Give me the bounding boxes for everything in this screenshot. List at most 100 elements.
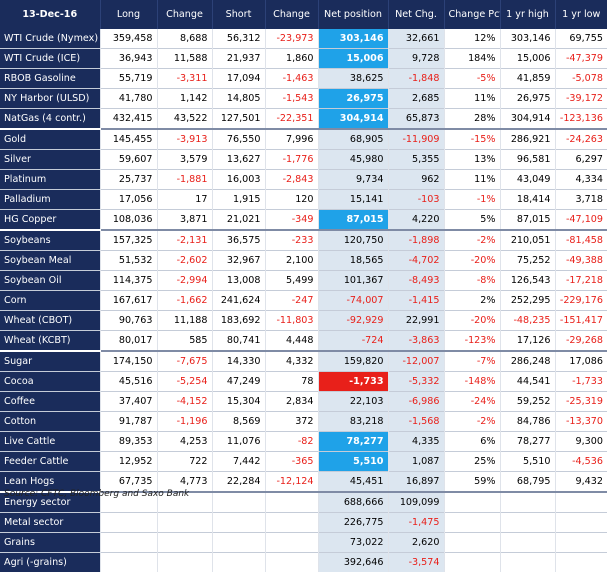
table-cell: 11,188 xyxy=(157,311,212,331)
table-cell xyxy=(444,553,500,572)
row-label: Gold xyxy=(0,129,100,150)
table-cell: -151,417 xyxy=(555,311,607,331)
table-cell: -47,109 xyxy=(555,210,607,231)
row-label: WTI Crude (Nymex) xyxy=(0,29,100,49)
table-cell: 90,763 xyxy=(100,311,157,331)
table-cell: 2,620 xyxy=(388,533,444,553)
table-cell: -3,574 xyxy=(388,553,444,572)
table-cell xyxy=(212,533,265,553)
row-label: NatGas (4 contr.) xyxy=(0,109,100,130)
table-cell: 83,218 xyxy=(318,412,388,432)
table-cell: 47,249 xyxy=(212,372,265,392)
column-header-long-change: Change xyxy=(157,0,212,29)
table-cell: 69,755 xyxy=(555,29,607,49)
table-cell: 1,087 xyxy=(388,452,444,472)
column-header-1yr-low: 1 yr low xyxy=(555,0,607,29)
table-cell: -3,311 xyxy=(157,69,212,89)
table-cell: 59,607 xyxy=(100,150,157,170)
table-cell: 51,532 xyxy=(100,251,157,271)
table-cell: 80,741 xyxy=(212,331,265,352)
table-cell: -47,379 xyxy=(555,49,607,69)
table-cell: -49,388 xyxy=(555,251,607,271)
table-cell: -74,007 xyxy=(318,291,388,311)
table-cell: -5% xyxy=(444,69,500,89)
table-cell: 15,141 xyxy=(318,190,388,210)
table-cell xyxy=(500,513,555,533)
table-cell: 4,335 xyxy=(388,432,444,452)
table-cell: 78,277 xyxy=(500,432,555,452)
table-cell: -2,843 xyxy=(265,170,318,190)
table-cell: 184% xyxy=(444,49,500,69)
table-cell: 18,414 xyxy=(500,190,555,210)
table-cell: 32,967 xyxy=(212,251,265,271)
table-cell: 303,146 xyxy=(318,29,388,49)
row-label: Cocoa xyxy=(0,372,100,392)
table-cell: -247 xyxy=(265,291,318,311)
table-cell xyxy=(444,492,500,513)
table-cell: -7% xyxy=(444,351,500,372)
table-cell: -5,332 xyxy=(388,372,444,392)
header-row: 13-Dec-16 Long Change Short Change Net p… xyxy=(0,0,607,29)
table-cell: 21,021 xyxy=(212,210,265,231)
table-cell: 252,295 xyxy=(500,291,555,311)
table-cell: 45,980 xyxy=(318,150,388,170)
table-cell: 167,617 xyxy=(100,291,157,311)
table-cell: 96,581 xyxy=(500,150,555,170)
table-cell xyxy=(100,513,157,533)
table-cell: 17,094 xyxy=(212,69,265,89)
row-label: RBOB Gasoline xyxy=(0,69,100,89)
table-cell: 5% xyxy=(444,210,500,231)
table-cell: 5,499 xyxy=(265,271,318,291)
table-cell: 87,015 xyxy=(318,210,388,231)
table-cell: -3,913 xyxy=(157,129,212,150)
table-cell: 17,086 xyxy=(555,351,607,372)
table-cell: 6% xyxy=(444,432,500,452)
table-cell: -24,263 xyxy=(555,129,607,150)
row-label: Wheat (CBOT) xyxy=(0,311,100,331)
row-label: Feeder Cattle xyxy=(0,452,100,472)
table-cell: 157,325 xyxy=(100,230,157,251)
table-cell: -4,536 xyxy=(555,452,607,472)
table-cell: 36,943 xyxy=(100,49,157,69)
table-cell: 2,685 xyxy=(388,89,444,109)
table-cell: 22,991 xyxy=(388,311,444,331)
table-cell: 432,415 xyxy=(100,109,157,130)
table-cell: 11,588 xyxy=(157,49,212,69)
table-cell: 4,334 xyxy=(555,170,607,190)
row-label: Soybeans xyxy=(0,230,100,251)
row-label: Soybean Meal xyxy=(0,251,100,271)
table-cell: 32,661 xyxy=(388,29,444,49)
table-cell: 1,860 xyxy=(265,49,318,69)
table-cell: -20% xyxy=(444,251,500,271)
table-cell: 1,142 xyxy=(157,89,212,109)
table-cell: 25% xyxy=(444,452,500,472)
table-cell: -233 xyxy=(265,230,318,251)
row-label: Live Cattle xyxy=(0,432,100,452)
table-cell: -1,733 xyxy=(555,372,607,392)
table-cell: 18,565 xyxy=(318,251,388,271)
table-cell: 5,510 xyxy=(500,452,555,472)
table-cell: -229,176 xyxy=(555,291,607,311)
table-cell: -2,131 xyxy=(157,230,212,251)
table-cell: 286,248 xyxy=(500,351,555,372)
row-label: Corn xyxy=(0,291,100,311)
table-cell: 392,646 xyxy=(318,553,388,572)
table-cell: -22,351 xyxy=(265,109,318,130)
table-cell: -1,848 xyxy=(388,69,444,89)
table-cell: 78 xyxy=(265,372,318,392)
table-cell: 45,516 xyxy=(100,372,157,392)
table-cell: 372 xyxy=(265,412,318,432)
table-cell: 25,737 xyxy=(100,170,157,190)
row-label: Silver xyxy=(0,150,100,170)
table-cell: 28% xyxy=(444,109,500,130)
table-cell: 38,625 xyxy=(318,69,388,89)
column-header-net-change: Net Chg. xyxy=(388,0,444,29)
table-cell: 21,937 xyxy=(212,49,265,69)
table-cell: 6,297 xyxy=(555,150,607,170)
